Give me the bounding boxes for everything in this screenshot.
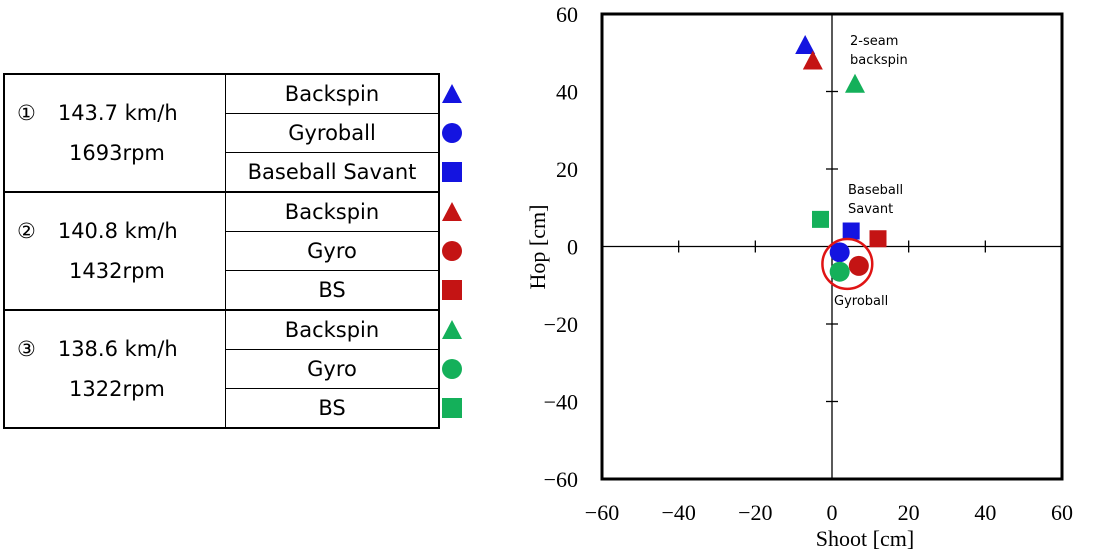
legend-table: ① 143.7 km/h 1693rpm Backspin Gyroball Baseba… (3, 73, 440, 429)
x-tick-label: −40 (661, 500, 695, 525)
legend-triangle-icon (442, 319, 462, 339)
data-point-triangle (845, 73, 865, 93)
method-label: Gyroball (225, 113, 440, 153)
legend-triangle-icon (442, 83, 462, 103)
x-tick-label: −20 (738, 500, 772, 525)
legend-marker-triangle (442, 319, 462, 339)
legend-row: ② 140.8 km/h 1432rpm Backspin (3, 191, 440, 311)
data-point-triangle (795, 35, 816, 54)
legend-group: ② 140.8 km/h 1432rpm Backspin Gyro BS (3, 191, 440, 311)
method-label: Gyro (225, 231, 440, 271)
legend-circle-icon (442, 123, 462, 143)
legend-group: ① 143.7 km/h 1693rpm Backspin Gyroball Baseba… (3, 73, 440, 193)
method-label: Backspin (225, 73, 440, 114)
annotation-2seam-line2: backspin (850, 53, 908, 68)
group-info-cell: ① 143.7 km/h 1693rpm (3, 73, 226, 193)
group-speed: 143.7 km/h (57, 101, 178, 125)
y-tick-label: 0 (567, 235, 578, 260)
legend-marker-triangle (442, 83, 462, 103)
group-spin: 1693rpm (69, 141, 165, 165)
legend-marker-circle (442, 241, 462, 261)
gyroball-highlight-circle (821, 237, 874, 291)
y-axis-label: Hop [cm] (525, 205, 550, 290)
legend-square-icon (442, 280, 462, 301)
y-tick-label: −20 (544, 312, 578, 337)
x-tick-label: 40 (974, 500, 996, 525)
legend-marker-circle (442, 123, 462, 143)
group-number: ② (17, 219, 36, 243)
method-label: Backspin (225, 309, 440, 350)
annotation-2seam-line1: 2-seam (850, 34, 898, 49)
legend-row: Gyro (4, 349, 440, 389)
legend-row: Gyroball (4, 113, 440, 153)
legend-group: ③ 138.6 km/h 1322rpm Backspin Gyro BS (3, 309, 440, 429)
legend-row: ③ 138.6 km/h 1322rpm Backspin (3, 309, 440, 429)
legend-marker-triangle (442, 201, 462, 221)
x-tick-label: −60 (585, 500, 619, 525)
group-speed: 140.8 km/h (57, 219, 178, 243)
data-point-square (842, 222, 860, 240)
y-tick-label: −60 (544, 467, 578, 492)
data-point-square (869, 230, 887, 248)
y-tick-label: 60 (556, 2, 578, 27)
legend-square-icon (442, 398, 462, 419)
legend-marker-square (442, 162, 462, 183)
legend-marker-square (442, 398, 462, 419)
group-speed-line: ② 140.8 km/h (17, 211, 225, 251)
y-tick-label: −40 (544, 390, 578, 415)
group-speed-line: ③ 138.6 km/h (17, 329, 225, 369)
method-label: Baseball Savant (225, 152, 440, 193)
data-point-triangle (802, 50, 823, 70)
data-point-square (812, 210, 829, 228)
method-label: Gyro (225, 349, 440, 389)
group-number: ① (17, 101, 36, 125)
method-label: BS (225, 270, 440, 311)
annotation-savant-line1: Baseball (848, 183, 903, 198)
x-axis-label: Shoot [cm] (816, 526, 914, 551)
group-info-cell: ③ 138.6 km/h 1322rpm (3, 309, 226, 429)
group-number: ③ (17, 337, 36, 361)
x-tick-label: 0 (827, 500, 838, 525)
x-tick-label: 20 (898, 500, 920, 525)
legend-circle-icon (442, 241, 462, 261)
group-speed-line: ① 143.7 km/h (17, 93, 225, 133)
legend-row: ① 143.7 km/h 1693rpm Backspin (3, 73, 440, 193)
group-spin: 1432rpm (69, 259, 165, 283)
data-point-circle (829, 242, 850, 263)
legend-row: BS (4, 270, 440, 311)
legend-square-icon (442, 162, 462, 183)
annotation-gyroball: Gyroball (834, 294, 888, 309)
group-speed: 138.6 km/h (57, 337, 178, 361)
legend-marker-circle (442, 359, 462, 379)
group-info-cell: ② 140.8 km/h 1432rpm (3, 191, 226, 311)
data-point-circle (848, 255, 869, 276)
legend-row: BS (4, 388, 440, 429)
group-spin: 1322rpm (69, 377, 165, 401)
legend-circle-icon (442, 359, 462, 379)
x-tick-label: 60 (1051, 500, 1073, 525)
y-tick-label: 40 (556, 80, 578, 105)
method-label: BS (225, 388, 440, 429)
annotation-savant-line2: Savant (848, 202, 893, 217)
legend-row: Baseball Savant (4, 152, 440, 193)
legend-triangle-icon (442, 201, 462, 221)
y-tick-label: 20 (556, 157, 578, 182)
data-point-circle (829, 261, 850, 282)
legend-marker-square (442, 280, 462, 301)
legend-row: Gyro (4, 231, 440, 271)
method-label: Backspin (225, 191, 440, 232)
